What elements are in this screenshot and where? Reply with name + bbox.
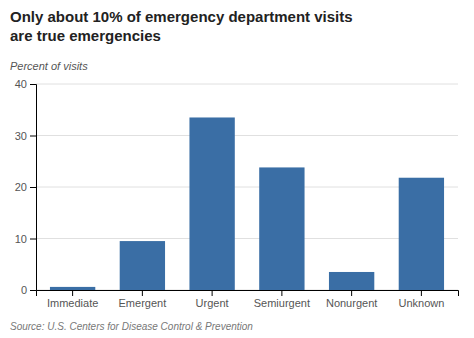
y-tick: 0 xyxy=(21,284,36,296)
x-tick-mark xyxy=(212,290,213,296)
plot-area: 0 10 20 30 40 Immediate Emergent Urgent Semiurge… xyxy=(15,78,459,309)
y-tick-label: 20 xyxy=(15,181,27,193)
x-tick: Nonurgent xyxy=(326,290,377,309)
y-axis-line xyxy=(30,85,37,291)
y-tick-mark xyxy=(30,239,36,240)
chart-container: Only about 10% of emergency department v… xyxy=(0,0,474,338)
x-tick-label: Urgent xyxy=(196,297,229,309)
y-tick: 30 xyxy=(15,130,36,142)
y-axis: 0 10 20 30 40 xyxy=(15,78,37,296)
x-tick-mark xyxy=(72,290,73,296)
chart-svg: Only about 10% of emergency department v… xyxy=(0,0,474,338)
chart-title-line: are true emergencies xyxy=(10,27,161,44)
x-tick: Unknown xyxy=(398,290,444,309)
y-axis-label: Percent of visits xyxy=(10,60,88,72)
y-tick-mark xyxy=(30,84,36,85)
y-tick-label: 30 xyxy=(15,130,27,142)
x-tick-mark xyxy=(281,290,282,296)
x-axis: Immediate Emergent Urgent Semiurgent Nonurge… xyxy=(37,290,459,309)
y-tick: 40 xyxy=(15,78,36,90)
bar xyxy=(399,178,444,290)
source-note: Source: U.S. Centers for Disease Control… xyxy=(10,321,253,332)
x-tick: Immediate xyxy=(47,290,98,309)
x-axis-line xyxy=(37,291,459,297)
chart-title: Only about 10% of emergency department v… xyxy=(10,8,353,44)
y-tick-mark xyxy=(30,136,36,137)
x-tick-label: Semiurgent xyxy=(254,297,310,309)
grid-line xyxy=(36,84,458,85)
y-tick-label: 10 xyxy=(15,233,27,245)
y-tick: 20 xyxy=(15,181,36,193)
x-tick-mark xyxy=(421,290,422,296)
x-tick-label: Unknown xyxy=(398,297,444,309)
bar xyxy=(50,287,95,290)
x-tick-mark xyxy=(351,290,352,296)
chart-title-line: Only about 10% of emergency department v… xyxy=(10,8,353,25)
y-tick-label: 0 xyxy=(21,284,27,296)
bar xyxy=(259,167,304,290)
y-tick-mark xyxy=(30,290,36,291)
x-tick-label: Immediate xyxy=(47,297,98,309)
x-tick-mark xyxy=(142,290,143,296)
y-tick-mark xyxy=(30,187,36,188)
x-tick: Semiurgent xyxy=(254,290,310,309)
bars xyxy=(50,117,444,290)
bar xyxy=(329,272,374,290)
y-tick-label: 40 xyxy=(15,78,27,90)
grid-line xyxy=(36,187,458,188)
grid xyxy=(36,84,458,290)
x-tick: Emergent xyxy=(119,290,167,309)
grid-line xyxy=(36,238,458,239)
bar xyxy=(189,117,234,290)
x-tick-label: Emergent xyxy=(119,297,167,309)
y-tick: 10 xyxy=(15,233,36,245)
bar xyxy=(120,241,165,290)
x-tick-label: Nonurgent xyxy=(326,297,377,309)
grid-line xyxy=(36,135,458,136)
x-tick: Urgent xyxy=(196,290,229,309)
